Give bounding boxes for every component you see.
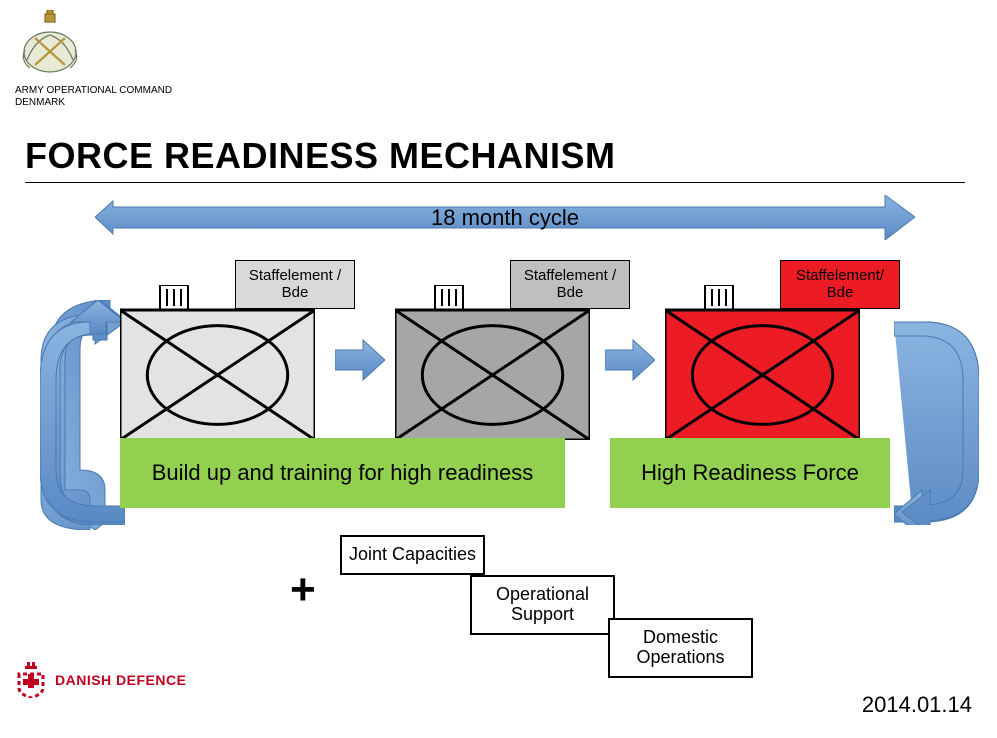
flow-arrow-0 [335,335,385,390]
danish-defence-icon [15,662,47,698]
org-line-2: DENMARK [15,97,172,109]
capability-box-1: Operational Support [470,575,615,635]
unit-symbol-1 [395,285,590,445]
footer-brand-text: DANISH DEFENCE [55,672,186,688]
staff-label-0: Staffelement / Bde [235,260,355,309]
title-underline [25,182,965,183]
org-line-1: ARMY OPERATIONAL COMMAND [15,85,172,97]
army-crest-icon [15,10,85,80]
footer-brand: DANISH DEFENCE [15,662,186,698]
cycle-label: 18 month cycle [95,205,915,231]
capability-box-2: Domestic Operations [608,618,753,678]
slide-date: 2014.01.14 [862,692,972,718]
loop-arrow-left-final [40,300,125,525]
unit-symbol-0 [120,285,315,445]
flow-arrow-1 [605,335,655,390]
phase-label-1: High Readiness Force [610,438,890,508]
plus-sign: + [290,565,316,615]
staff-label-1: Staffelement / Bde [510,260,630,309]
capability-box-0: Joint Capacities [340,535,485,575]
staff-label-2: Staffelement/ Bde [780,260,900,309]
page-title: FORCE READINESS MECHANISM [25,135,616,177]
org-name: ARMY OPERATIONAL COMMAND DENMARK [15,85,172,109]
loop-arrow-right-clean [894,300,979,525]
unit-symbol-2 [665,285,860,445]
phase-label-0: Build up and training for high readiness [120,438,565,508]
